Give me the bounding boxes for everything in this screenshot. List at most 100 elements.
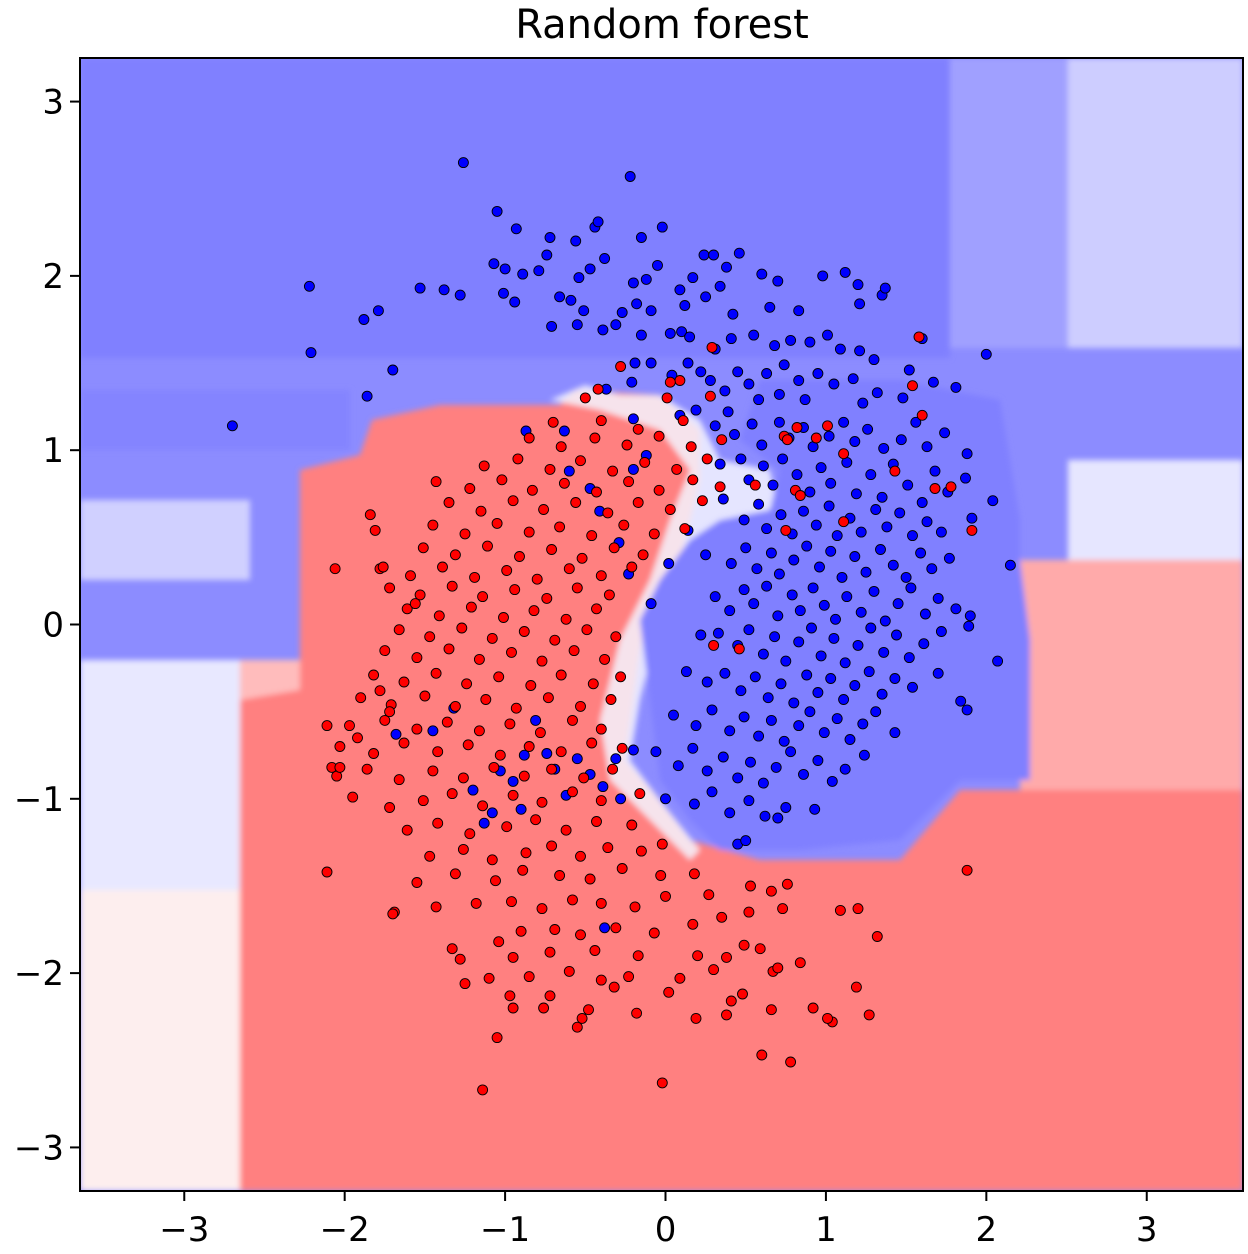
red-point (575, 850, 586, 862)
blue-point (812, 755, 824, 766)
blue-point (870, 504, 882, 515)
red-point (443, 497, 455, 508)
blue-point (645, 305, 657, 317)
red-point (514, 551, 525, 562)
red-point (661, 392, 673, 404)
red-point (515, 925, 527, 937)
red-point (685, 441, 697, 453)
red-point (639, 456, 651, 468)
blue-point (862, 423, 874, 435)
blue-point (921, 516, 933, 528)
blue-point (878, 442, 890, 454)
blue-point (839, 266, 851, 278)
blue-point (807, 582, 819, 594)
red-point (623, 971, 635, 983)
blue-point (773, 388, 785, 400)
red-point (544, 990, 556, 1002)
region-right-pale-red (1020, 560, 1243, 790)
blue-point (788, 554, 800, 566)
blue-point (712, 627, 724, 639)
blue-point (777, 453, 789, 465)
blue-point (966, 512, 978, 524)
red-point (554, 521, 566, 533)
red-point (387, 908, 399, 920)
blue-point (849, 551, 861, 562)
blue-point (578, 305, 590, 317)
blue-point (935, 526, 947, 538)
red-point (945, 481, 957, 493)
red-point (737, 988, 748, 1000)
red-point (603, 589, 615, 601)
blue-point (303, 280, 315, 292)
x-tick-label: 0 (655, 1210, 677, 1250)
red-point (595, 570, 607, 582)
red-point (621, 439, 633, 451)
blue-point (950, 381, 962, 393)
blue-point (825, 545, 837, 557)
red-point (414, 589, 426, 601)
blue-point (616, 307, 628, 318)
red-point (457, 843, 469, 855)
red-point (838, 516, 850, 528)
red-point (637, 549, 649, 561)
blue-point (961, 704, 973, 716)
blue-point (879, 615, 891, 627)
blue-point (738, 514, 750, 526)
red-point (579, 392, 591, 404)
blue-point (818, 727, 830, 739)
red-point (765, 1004, 777, 1016)
red-point (571, 582, 583, 594)
red-point (785, 1056, 797, 1068)
blue-point (305, 347, 317, 359)
red-point (575, 455, 586, 467)
blue-point (854, 298, 866, 310)
red-point (355, 692, 367, 704)
blue-point (765, 714, 777, 726)
red-point (595, 415, 607, 427)
red-point (368, 748, 380, 759)
blue-point (749, 671, 761, 683)
red-point (743, 906, 755, 918)
blue-point (687, 742, 699, 754)
red-point (546, 840, 558, 852)
red-point (916, 409, 928, 421)
region-left-blue-band (80, 390, 350, 450)
blue-point (834, 343, 846, 355)
blue-point (926, 563, 938, 575)
blue-point (690, 404, 702, 416)
red-point (538, 1002, 550, 1014)
blue-point (709, 420, 721, 432)
red-point (586, 530, 598, 542)
red-point (384, 706, 396, 718)
red-point (398, 676, 410, 688)
blue-point (517, 268, 529, 280)
red-point (607, 763, 619, 775)
blue-point (467, 784, 479, 796)
red-point (477, 800, 489, 812)
blue-point (361, 390, 373, 402)
red-point (369, 524, 381, 536)
blue-point (900, 571, 912, 583)
red-point (344, 720, 355, 732)
blue-point (902, 479, 914, 491)
blue-point (546, 320, 558, 332)
blue-point (894, 507, 906, 519)
red-point (449, 549, 461, 561)
blue-point (743, 378, 755, 390)
red-point (352, 732, 363, 744)
blue-point (823, 430, 835, 442)
red-point (587, 678, 599, 690)
red-point (470, 897, 482, 909)
blue-point (764, 301, 776, 313)
blue-point (541, 249, 553, 261)
blue-point (761, 523, 773, 535)
blue-point (788, 697, 800, 709)
blue-point (804, 336, 816, 348)
blue-point (732, 772, 744, 784)
blue-point (687, 272, 699, 284)
red-point (725, 995, 737, 1007)
blue-point (810, 519, 822, 531)
red-point (433, 610, 445, 622)
blue-point (879, 282, 891, 294)
